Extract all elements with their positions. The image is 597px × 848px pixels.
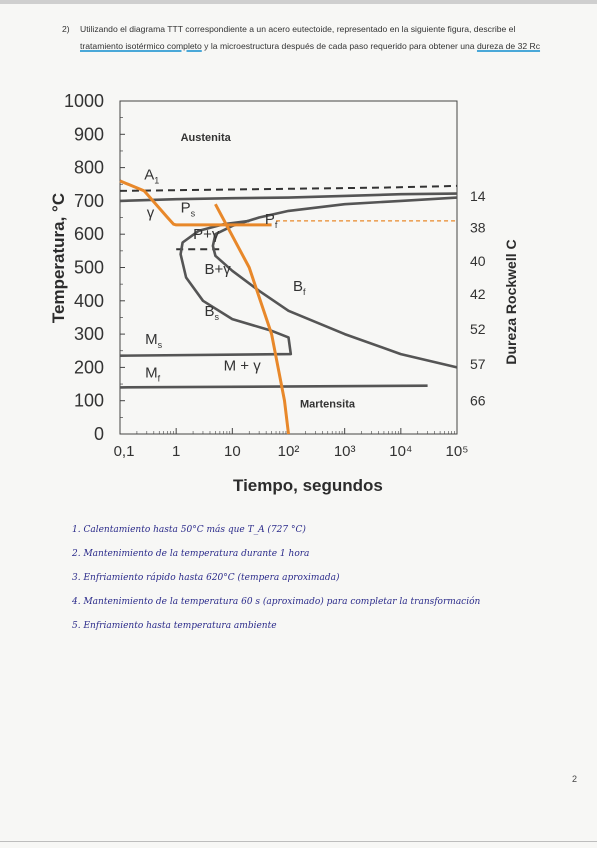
curve-label-main: P bbox=[181, 200, 191, 217]
answer-number: 2. bbox=[72, 549, 84, 559]
y-tick-label: 400 bbox=[74, 291, 104, 311]
treatment-path bbox=[119, 179, 272, 227]
answer-number: 5. bbox=[72, 621, 84, 631]
x-tick-label: 10 bbox=[224, 443, 241, 460]
answer-text: Mantenimiento de la temperatura durante … bbox=[83, 549, 310, 559]
y-tick-label: 900 bbox=[74, 124, 104, 144]
curve-label-main: A bbox=[144, 166, 154, 183]
plot-frame bbox=[119, 100, 458, 435]
scan-edge-top bbox=[0, 0, 597, 4]
y-tick-label: 700 bbox=[74, 191, 104, 211]
curve-label-sub: f bbox=[303, 287, 306, 297]
x-tick-label: 10⁵ bbox=[446, 443, 469, 460]
curve-label: Bs bbox=[205, 303, 220, 322]
y-tick-label: 200 bbox=[74, 357, 104, 377]
region-label: M + γ bbox=[224, 358, 262, 375]
region-label: Martensita bbox=[300, 398, 356, 410]
highlighted-phrase: dureza de 32 Rc bbox=[476, 41, 541, 51]
y-tick-label: 300 bbox=[74, 324, 104, 344]
answer-step: 3. Enfriamiento rápido hasta 620°C (temp… bbox=[72, 570, 592, 594]
curve-label: Mf bbox=[145, 364, 161, 383]
hardness-label: 57 bbox=[470, 356, 486, 372]
x-tick-label: 1 bbox=[172, 443, 180, 460]
x-tick-label: 0,1 bbox=[114, 443, 135, 460]
transformation-curve bbox=[119, 192, 458, 203]
hardness-label: 66 bbox=[470, 393, 486, 409]
y-tick-label: 600 bbox=[74, 224, 104, 244]
curve-label-sub: s bbox=[158, 340, 163, 350]
answer-step: 4. Mantenimiento de la temperatura 60 s … bbox=[72, 594, 592, 618]
y-tick-label: 1000 bbox=[64, 91, 104, 111]
answer-step: 5. Enfriamiento hasta temperatura ambien… bbox=[72, 618, 592, 642]
ttt-diagram: 0 100 200 300 400 500 600 700 800 900 1000 0,1 1 10 10… bbox=[64, 91, 486, 460]
question-segment: Utilizando el diagrama TTT correspondien… bbox=[80, 24, 516, 34]
question-number: 2) bbox=[62, 24, 70, 34]
transformation-curve bbox=[119, 219, 293, 357]
curve-label-sub: s bbox=[215, 312, 220, 322]
dashed-line bbox=[119, 184, 458, 192]
curve-label-sub: s bbox=[191, 209, 196, 219]
answer-number: 3. bbox=[72, 573, 84, 583]
answer-text: Enfriamiento rápido hasta 620°C (tempera… bbox=[83, 573, 340, 583]
curve-label-sub: f bbox=[275, 220, 278, 230]
hardness-label: 38 bbox=[470, 220, 486, 236]
region-label: B+γ bbox=[205, 261, 232, 278]
region-label: γ bbox=[147, 205, 155, 222]
y-tick-label: 0 bbox=[94, 424, 104, 444]
page-number: 2 bbox=[572, 774, 578, 784]
curve-label-main: P bbox=[265, 211, 275, 228]
region-label: Austenita bbox=[181, 132, 232, 144]
x-tick-label: 10⁴ bbox=[389, 443, 412, 460]
y-tick-label: 500 bbox=[74, 258, 104, 278]
transformation-curve bbox=[211, 196, 458, 369]
answer-text: Mantenimiento de la temperatura 60 s (ap… bbox=[83, 597, 481, 607]
hardness-label: 14 bbox=[470, 188, 486, 204]
hardness-label: 52 bbox=[470, 321, 486, 337]
y2-axis-title: Dureza Rockwell C bbox=[503, 239, 519, 365]
hardness-label: 40 bbox=[470, 253, 486, 269]
region-label: P+γ bbox=[193, 226, 220, 243]
y-axis-title: Temperatura, °C bbox=[49, 192, 68, 324]
answer-number: 4. bbox=[72, 597, 84, 607]
answer-step: 2. Mantenimiento de la temperatura duran… bbox=[72, 546, 592, 570]
curve-label: Bf bbox=[293, 278, 306, 297]
question-segment: y la microestructura después de cada pas… bbox=[201, 41, 477, 51]
curve-label-main: M bbox=[145, 331, 158, 348]
x-tick-label: 10³ bbox=[334, 443, 356, 460]
curve-label: A1 bbox=[144, 166, 159, 185]
y-tick-label: 100 bbox=[74, 391, 104, 411]
answer-step: 1. Calentamiento hasta 50°C más que T_A … bbox=[72, 522, 592, 546]
curve-label-main: B bbox=[205, 303, 215, 320]
scan-edge-bottom bbox=[0, 841, 597, 842]
curve-label-sub: f bbox=[158, 373, 161, 383]
transformation-curve bbox=[119, 384, 428, 389]
hardness-label: 42 bbox=[470, 286, 486, 302]
highlighted-phrase: tratamiento isotérmico completo bbox=[80, 41, 202, 51]
curve-label: Ms bbox=[145, 331, 163, 350]
curve-label-main: M bbox=[145, 364, 158, 381]
answer-number: 1. bbox=[72, 525, 84, 535]
treatment-path bbox=[214, 203, 290, 435]
curve-label-sub: 1 bbox=[154, 175, 159, 185]
answer-text: Enfriamiento hasta temperatura ambiente bbox=[83, 621, 277, 631]
handwritten-answers: 1. Calentamiento hasta 50°C más que T_A … bbox=[32, 522, 592, 642]
answer-text: Calentamiento hasta 50°C más que T_A (72… bbox=[83, 525, 306, 535]
curve-label: Pf bbox=[265, 211, 278, 230]
question-body: Utilizando el diagrama TTT correspondien… bbox=[80, 21, 550, 55]
x-tick-label: 10² bbox=[278, 443, 300, 460]
x-axis-title: Tiempo, segundos bbox=[233, 476, 383, 495]
y-tick-label: 800 bbox=[74, 158, 104, 178]
curve-label: Ps bbox=[181, 200, 196, 219]
curve-label-main: B bbox=[293, 278, 303, 295]
